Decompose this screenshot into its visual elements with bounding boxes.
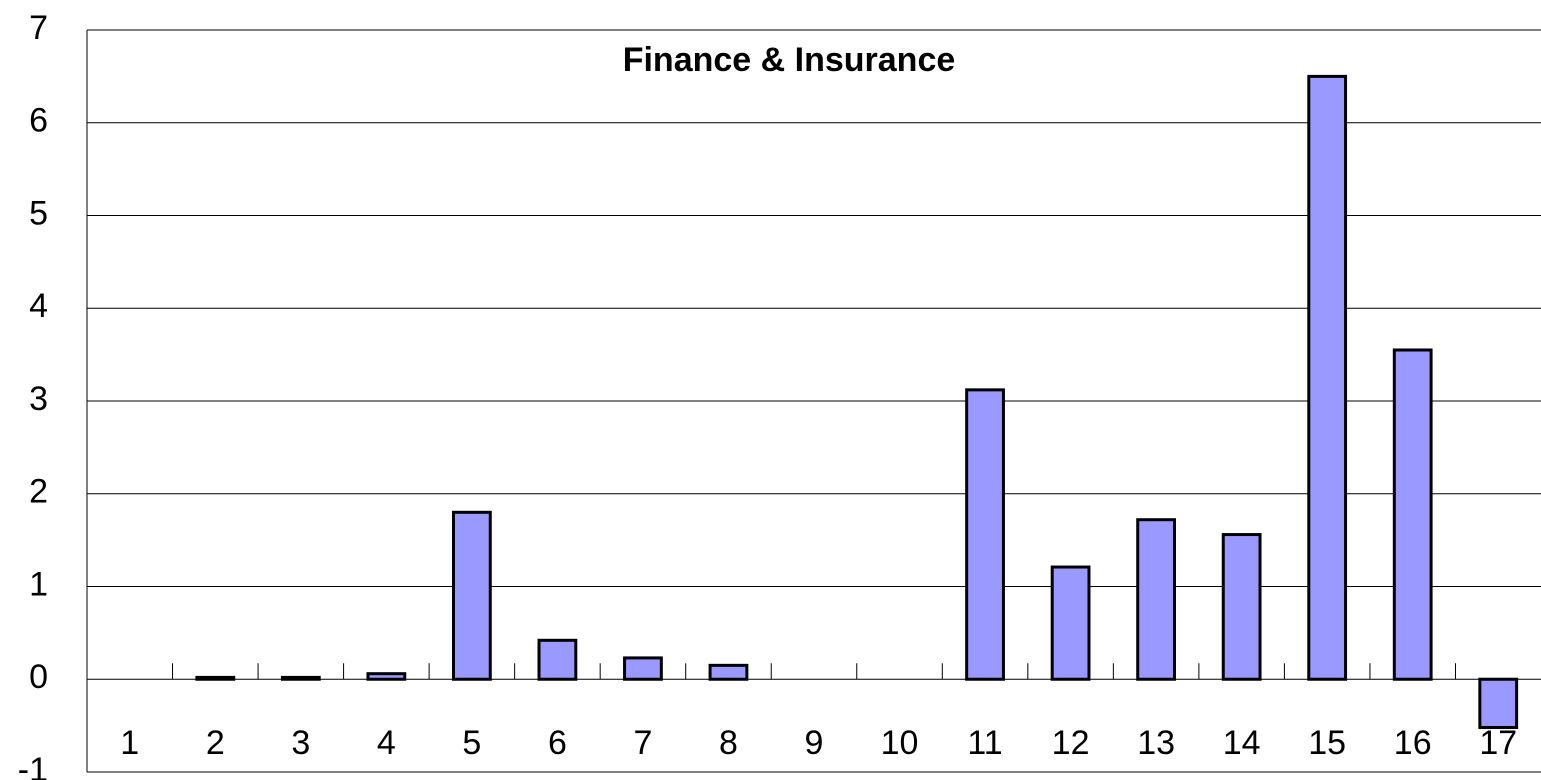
x-tick-label: 9 (805, 724, 824, 762)
x-tick-label: 3 (291, 724, 310, 762)
x-tick-label: 11 (967, 724, 1002, 762)
x-tick-label: 6 (548, 724, 567, 762)
y-tick-label: 4 (29, 287, 48, 325)
bar (537, 638, 578, 681)
x-tick-label: 14 (1223, 724, 1261, 762)
y-tick-label: -1 (18, 751, 48, 780)
y-tick-label: 3 (29, 380, 48, 418)
bar (1307, 74, 1348, 681)
bar (451, 510, 492, 681)
x-tick-label: 12 (1052, 724, 1090, 762)
x-tick-label: 1 (120, 724, 139, 762)
x-tick-label: 7 (633, 724, 652, 762)
bar (1221, 533, 1262, 681)
x-tick-label: 5 (462, 724, 481, 762)
y-tick-label: 5 (29, 194, 48, 232)
x-tick-label: 16 (1394, 724, 1432, 762)
bar (1136, 518, 1177, 681)
y-tick-label: 7 (29, 9, 48, 47)
bar (195, 675, 236, 681)
bar (1050, 565, 1091, 681)
bar (708, 663, 749, 681)
y-tick-label: 6 (29, 102, 48, 140)
bar (623, 656, 663, 681)
x-tick-label: 15 (1308, 724, 1346, 762)
y-tick-label: 1 (29, 565, 48, 603)
x-tick-label: 13 (1137, 724, 1175, 762)
bar (366, 672, 407, 681)
y-tick-label: 2 (29, 473, 48, 511)
x-tick-label: 2 (206, 724, 225, 762)
bar (965, 388, 1005, 681)
x-tick-label: 17 (1479, 724, 1517, 762)
x-tick-label: 4 (377, 724, 396, 762)
bar (280, 675, 321, 681)
y-tick-label: 0 (29, 658, 48, 696)
x-tick-label: 8 (719, 724, 738, 762)
bar (1478, 677, 1519, 729)
x-tick-label: 10 (881, 724, 919, 762)
chart-title: Finance & Insurance (623, 41, 956, 79)
bar (1392, 348, 1433, 681)
